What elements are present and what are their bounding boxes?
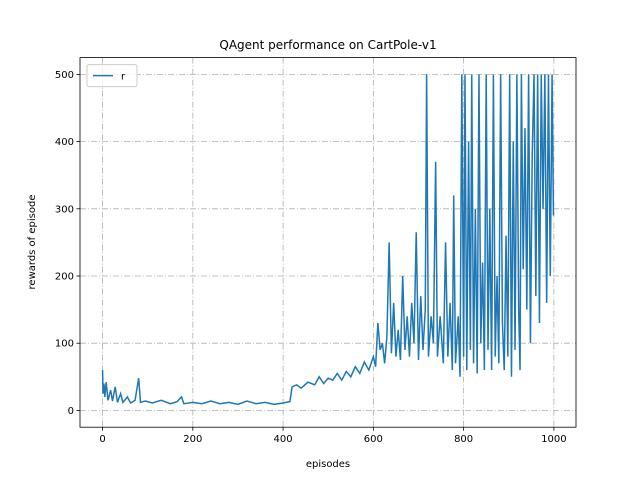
x-tick-label: 800 xyxy=(454,434,473,445)
y-tick-label: 0 xyxy=(68,406,74,417)
legend-label: r xyxy=(121,72,126,83)
y-tick-label: 200 xyxy=(55,272,74,283)
x-tick-label: 1000 xyxy=(541,434,566,445)
line xyxy=(101,74,555,406)
y-tick-label: 500 xyxy=(55,70,74,81)
y-tick-label: 100 xyxy=(55,339,74,350)
chart-title: QAgent performance on CartPole-v1 xyxy=(219,38,436,52)
x-axis-label: episodes xyxy=(306,459,350,470)
y-axis-label: rewards of episode xyxy=(27,195,38,290)
x-tick-label: 600 xyxy=(364,434,383,445)
x-tick-label: 0 xyxy=(99,434,105,445)
y-tick-label: 400 xyxy=(55,137,74,148)
y-tick-label: 300 xyxy=(55,204,74,215)
x-tick-label: 200 xyxy=(183,434,202,445)
x-tick-label: 400 xyxy=(274,434,293,445)
plot-frame xyxy=(79,57,577,428)
